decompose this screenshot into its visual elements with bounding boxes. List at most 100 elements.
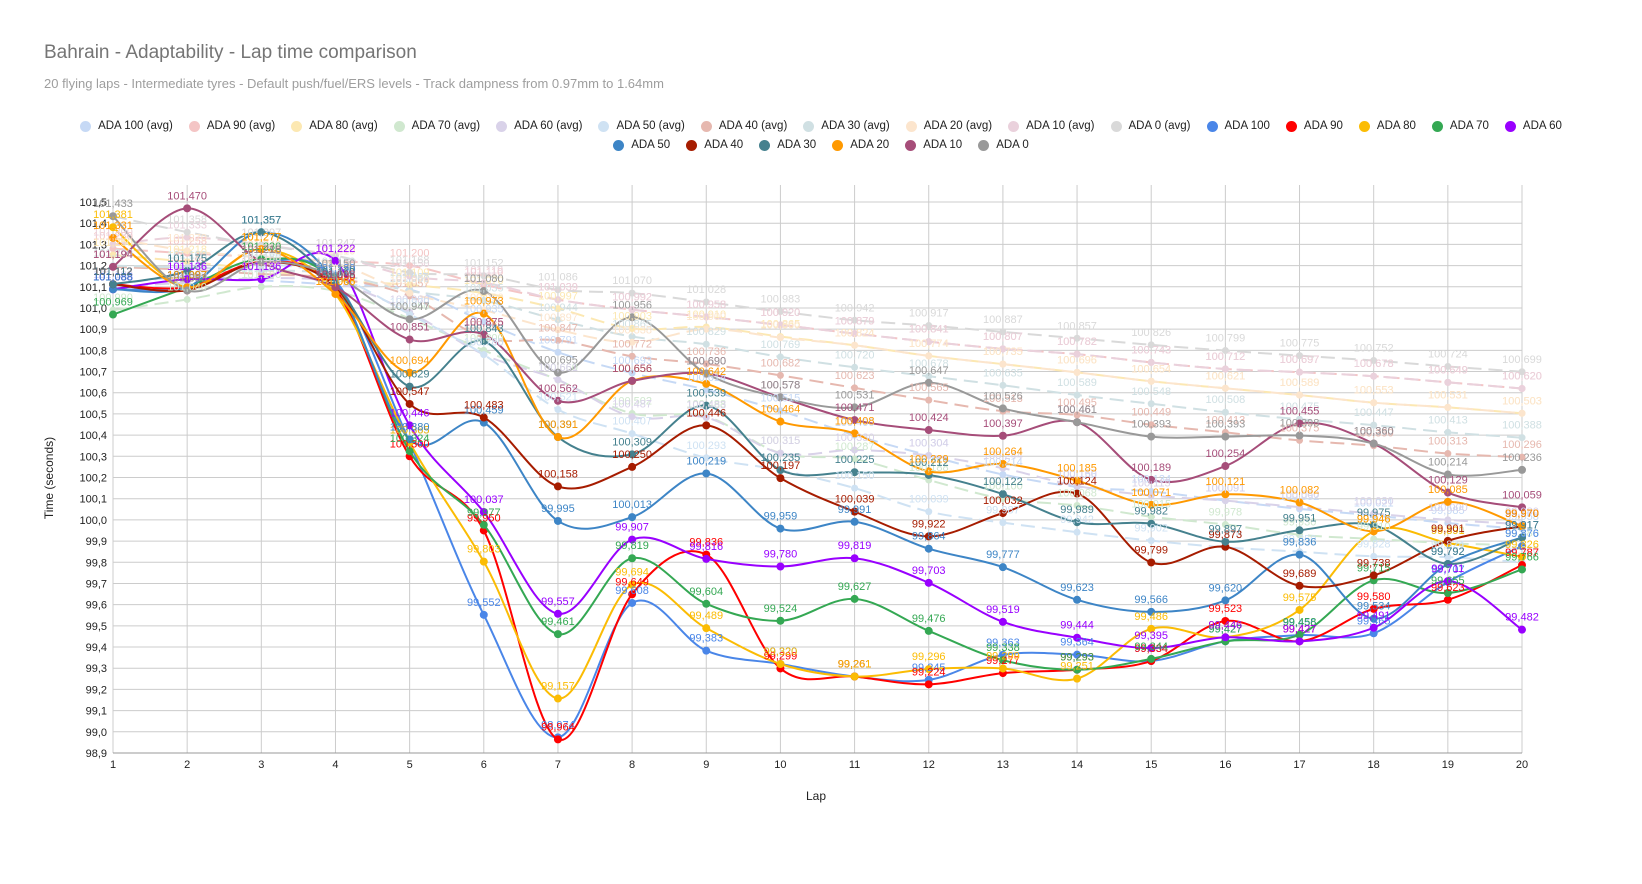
data-point[interactable]	[1518, 533, 1526, 542]
data-point[interactable]	[1369, 629, 1378, 638]
data-point[interactable]	[1073, 489, 1082, 498]
data-point[interactable]	[183, 228, 191, 236]
data-point[interactable]	[479, 610, 488, 619]
data-point[interactable]	[554, 305, 562, 313]
data-point[interactable]	[1369, 571, 1378, 580]
data-point[interactable]	[702, 646, 711, 655]
data-point[interactable]	[109, 251, 117, 259]
data-point[interactable]	[405, 335, 414, 344]
data-point[interactable]	[850, 507, 859, 516]
data-point[interactable]	[776, 353, 784, 361]
data-point[interactable]	[479, 309, 488, 318]
data-point[interactable]	[1221, 616, 1230, 625]
data-point[interactable]	[998, 617, 1007, 626]
data-point[interactable]	[702, 298, 710, 306]
data-point[interactable]	[702, 454, 710, 462]
data-point[interactable]	[1518, 542, 1526, 551]
data-point[interactable]	[628, 338, 636, 346]
data-point[interactable]	[1295, 526, 1304, 535]
data-point[interactable]	[1295, 419, 1304, 428]
data-point[interactable]	[479, 337, 488, 346]
data-point[interactable]	[1518, 625, 1526, 634]
data-point[interactable]	[1295, 605, 1304, 614]
data-point[interactable]	[851, 316, 859, 324]
data-point[interactable]	[1073, 418, 1082, 427]
data-point[interactable]	[1147, 654, 1156, 663]
data-point[interactable]	[702, 340, 710, 348]
data-point[interactable]	[553, 516, 562, 525]
data-point[interactable]	[925, 372, 933, 380]
data-point[interactable]	[851, 341, 859, 349]
data-point[interactable]	[998, 656, 1007, 665]
data-point[interactable]	[1221, 596, 1230, 605]
data-point[interactable]	[183, 258, 191, 266]
data-point[interactable]	[1073, 334, 1081, 342]
data-point[interactable]	[1073, 411, 1081, 419]
data-point[interactable]	[1221, 432, 1230, 441]
data-point[interactable]	[1073, 350, 1081, 358]
data-point[interactable]	[776, 417, 785, 426]
data-point[interactable]	[1369, 439, 1378, 448]
data-point[interactable]	[1370, 357, 1378, 365]
data-point[interactable]	[850, 672, 859, 681]
data-point[interactable]	[776, 393, 785, 402]
data-point[interactable]	[1073, 391, 1081, 399]
series-line[interactable]	[112, 226, 1523, 700]
data-point[interactable]	[924, 426, 933, 435]
data-point[interactable]	[1518, 434, 1526, 442]
data-point[interactable]	[776, 371, 784, 379]
legend-item[interactable]: ADA 50	[613, 139, 670, 151]
data-point[interactable]	[406, 268, 414, 276]
data-point[interactable]	[109, 233, 117, 242]
data-point[interactable]	[1444, 362, 1452, 370]
legend-item[interactable]: ADA 60	[1504, 120, 1562, 132]
data-point[interactable]	[998, 404, 1007, 413]
data-point[interactable]	[702, 401, 711, 410]
data-point[interactable]	[1147, 537, 1155, 545]
data-point[interactable]	[183, 266, 192, 275]
data-point[interactable]	[1369, 521, 1378, 530]
data-point[interactable]	[628, 413, 636, 421]
data-point[interactable]	[1147, 500, 1156, 509]
data-point[interactable]	[1073, 476, 1082, 485]
data-point[interactable]	[109, 262, 117, 271]
data-point[interactable]	[1073, 650, 1082, 659]
data-point[interactable]	[554, 316, 562, 324]
data-point[interactable]	[924, 544, 933, 553]
data-point[interactable]	[405, 435, 414, 444]
legend-item[interactable]: ADA 10 (avg)	[1008, 120, 1095, 132]
data-point[interactable]	[405, 399, 414, 408]
data-point[interactable]	[553, 482, 562, 491]
data-point[interactable]	[1147, 558, 1156, 567]
legend-item[interactable]: ADA 10	[905, 139, 962, 151]
legend-item[interactable]: ADA 70	[1431, 120, 1489, 132]
data-point[interactable]	[999, 471, 1007, 479]
data-point[interactable]	[479, 413, 488, 422]
data-point[interactable]	[999, 360, 1007, 368]
data-point[interactable]	[553, 694, 562, 703]
data-point[interactable]	[850, 429, 859, 438]
data-point[interactable]	[1443, 470, 1452, 479]
data-point[interactable]	[183, 233, 191, 241]
data-point[interactable]	[109, 223, 117, 232]
data-point[interactable]	[1221, 347, 1229, 355]
data-point[interactable]	[628, 513, 637, 522]
data-point[interactable]	[1221, 408, 1229, 416]
data-point[interactable]	[925, 451, 933, 459]
data-point[interactable]	[405, 447, 414, 456]
data-point[interactable]	[1295, 498, 1304, 507]
data-point[interactable]	[479, 557, 488, 566]
data-point[interactable]	[1296, 352, 1304, 360]
data-point[interactable]	[998, 490, 1007, 499]
data-point[interactable]	[1147, 341, 1155, 349]
legend-item[interactable]: ADA 0	[978, 139, 1029, 151]
legend-item[interactable]: ADA 30	[759, 139, 816, 151]
data-point[interactable]	[1221, 462, 1230, 471]
data-point[interactable]	[1369, 604, 1378, 613]
data-point[interactable]	[1073, 528, 1081, 536]
legend-item[interactable]: ADA 30 (avg)	[803, 120, 890, 132]
data-point[interactable]	[554, 326, 562, 334]
series-line[interactable]	[112, 261, 1523, 589]
data-point[interactable]	[1147, 377, 1155, 385]
legend-item[interactable]: ADA 90	[1285, 120, 1343, 132]
